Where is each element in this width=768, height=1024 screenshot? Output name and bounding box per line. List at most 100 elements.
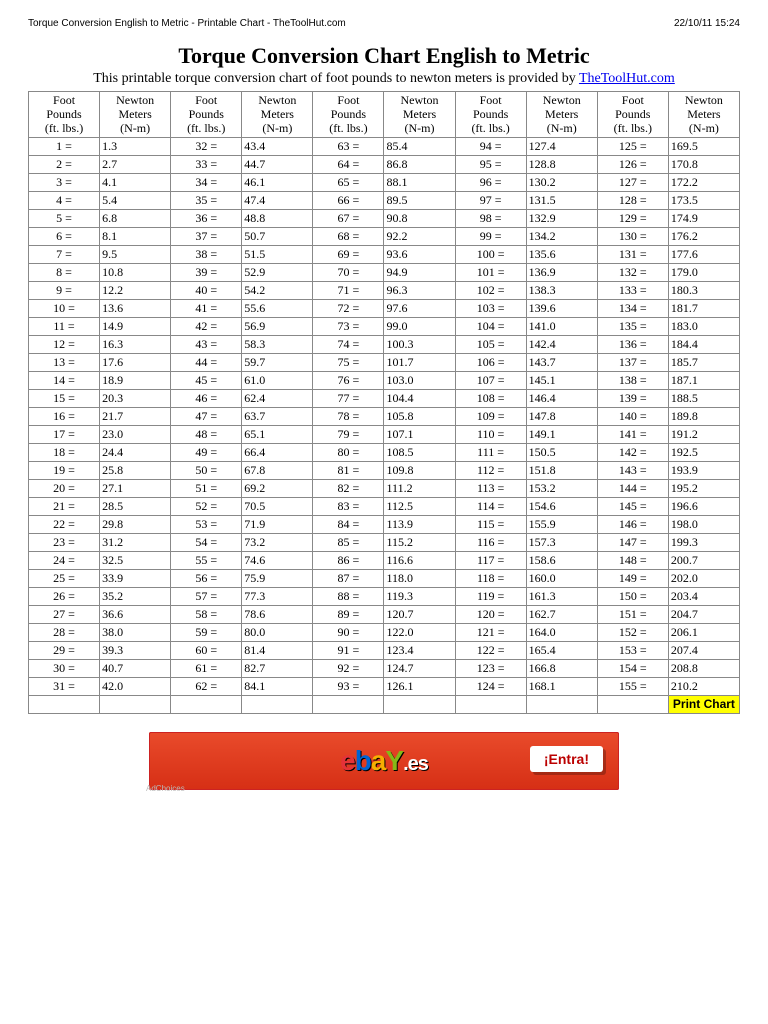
cell-nm: 158.6 — [526, 552, 597, 570]
cell-ftlbs: 63 = — [313, 138, 384, 156]
col-header-nm: NewtonMeters(N-m) — [384, 92, 455, 138]
cell-nm: 50.7 — [242, 228, 313, 246]
cell-nm: 104.4 — [384, 390, 455, 408]
table-row: 5 =6.836 =48.867 =90.898 =132.9129 =174.… — [29, 210, 740, 228]
cell-ftlbs: 72 = — [313, 300, 384, 318]
cell-nm: 183.0 — [668, 318, 739, 336]
cell-nm: 78.6 — [242, 606, 313, 624]
cell-nm: 145.1 — [526, 372, 597, 390]
cell-nm: 116.6 — [384, 552, 455, 570]
cell-nm: 169.5 — [668, 138, 739, 156]
cell-ftlbs: 73 = — [313, 318, 384, 336]
cell-ftlbs: 5 = — [29, 210, 100, 228]
table-row: 20 =27.151 =69.282 =111.2113 =153.2144 =… — [29, 480, 740, 498]
cell-ftlbs: 75 = — [313, 354, 384, 372]
table-row: 23 =31.254 =73.285 =115.2116 =157.3147 =… — [29, 534, 740, 552]
cell-ftlbs: 68 = — [313, 228, 384, 246]
cell-ftlbs: 26 = — [29, 588, 100, 606]
col-header-ft: FootPounds(ft. lbs.) — [171, 92, 242, 138]
cell-ftlbs: 142 = — [597, 444, 668, 462]
table-row: 3 =4.134 =46.165 =88.196 =130.2127 =172.… — [29, 174, 740, 192]
cell-nm: 36.6 — [100, 606, 171, 624]
cell-nm: 47.4 — [242, 192, 313, 210]
ad-cta-button[interactable]: ¡Entra! — [530, 746, 603, 772]
cell-nm: 39.3 — [100, 642, 171, 660]
cell-nm: 70.5 — [242, 498, 313, 516]
cell-ftlbs: 153 = — [597, 642, 668, 660]
table-row: 31 =42.062 =84.193 =126.1124 =168.1155 =… — [29, 678, 740, 696]
print-chart-button[interactable]: Print Chart — [668, 696, 739, 714]
cell-ftlbs: 115 = — [455, 516, 526, 534]
cell-ftlbs: 129 = — [597, 210, 668, 228]
cell-ftlbs: 121 = — [455, 624, 526, 642]
cell-ftlbs: 90 = — [313, 624, 384, 642]
cell-ftlbs: 70 = — [313, 264, 384, 282]
cell-nm: 40.7 — [100, 660, 171, 678]
cell-nm: 18.9 — [100, 372, 171, 390]
cell-ftlbs: 116 = — [455, 534, 526, 552]
cell-ftlbs: 48 = — [171, 426, 242, 444]
cell-nm: 69.2 — [242, 480, 313, 498]
cell-nm: 63.7 — [242, 408, 313, 426]
cell-nm: 93.6 — [384, 246, 455, 264]
cell-nm: 82.7 — [242, 660, 313, 678]
cell-ftlbs: 126 = — [597, 156, 668, 174]
cell-nm: 173.5 — [668, 192, 739, 210]
cell-ftlbs: 20 = — [29, 480, 100, 498]
table-row: 9 =12.240 =54.271 =96.3102 =138.3133 =18… — [29, 282, 740, 300]
cell-nm: 59.7 — [242, 354, 313, 372]
table-row: 21 =28.552 =70.583 =112.5114 =154.6145 =… — [29, 498, 740, 516]
col-header-nm: NewtonMeters(N-m) — [668, 92, 739, 138]
cell-nm: 62.4 — [242, 390, 313, 408]
cell-ftlbs: 35 = — [171, 192, 242, 210]
cell-nm: 198.0 — [668, 516, 739, 534]
cell-nm: 188.5 — [668, 390, 739, 408]
cell-nm: 35.2 — [100, 588, 171, 606]
cell-ftlbs: 52 = — [171, 498, 242, 516]
cell-nm: 202.0 — [668, 570, 739, 588]
table-row: 17 =23.048 =65.179 =107.1110 =149.1141 =… — [29, 426, 740, 444]
cell-nm: 132.9 — [526, 210, 597, 228]
cell-nm: 10.8 — [100, 264, 171, 282]
cell-nm: 108.5 — [384, 444, 455, 462]
empty-cell — [29, 696, 100, 714]
empty-cell — [100, 696, 171, 714]
subtitle: This printable torque conversion chart o… — [28, 71, 740, 87]
cell-ftlbs: 55 = — [171, 552, 242, 570]
source-link[interactable]: TheToolHut.com — [579, 71, 675, 86]
cell-nm: 181.7 — [668, 300, 739, 318]
cell-nm: 42.0 — [100, 678, 171, 696]
cell-ftlbs: 9 = — [29, 282, 100, 300]
cell-nm: 155.9 — [526, 516, 597, 534]
cell-ftlbs: 100 = — [455, 246, 526, 264]
cell-nm: 44.7 — [242, 156, 313, 174]
cell-ftlbs: 54 = — [171, 534, 242, 552]
cell-nm: 119.3 — [384, 588, 455, 606]
cell-ftlbs: 65 = — [313, 174, 384, 192]
cell-nm: 97.6 — [384, 300, 455, 318]
cell-nm: 21.7 — [100, 408, 171, 426]
table-row: 6 =8.137 =50.768 =92.299 =134.2130 =176.… — [29, 228, 740, 246]
cell-nm: 32.5 — [100, 552, 171, 570]
cell-ftlbs: 107 = — [455, 372, 526, 390]
cell-ftlbs: 152 = — [597, 624, 668, 642]
cell-nm: 170.8 — [668, 156, 739, 174]
cell-ftlbs: 110 = — [455, 426, 526, 444]
adchoices-label[interactable]: AdChoices — [146, 784, 768, 793]
ad-banner[interactable]: ebaY.es ¡Entra! — [149, 732, 619, 790]
cell-nm: 86.8 — [384, 156, 455, 174]
cell-nm: 208.8 — [668, 660, 739, 678]
table-row: 2 =2.733 =44.764 =86.895 =128.8126 =170.… — [29, 156, 740, 174]
cell-ftlbs: 77 = — [313, 390, 384, 408]
cell-nm: 146.4 — [526, 390, 597, 408]
cell-ftlbs: 105 = — [455, 336, 526, 354]
cell-ftlbs: 51 = — [171, 480, 242, 498]
cell-ftlbs: 58 = — [171, 606, 242, 624]
cell-ftlbs: 15 = — [29, 390, 100, 408]
cell-ftlbs: 132 = — [597, 264, 668, 282]
cell-ftlbs: 91 = — [313, 642, 384, 660]
cell-ftlbs: 4 = — [29, 192, 100, 210]
cell-ftlbs: 108 = — [455, 390, 526, 408]
table-row: 25 =33.956 =75.987 =118.0118 =160.0149 =… — [29, 570, 740, 588]
cell-ftlbs: 40 = — [171, 282, 242, 300]
